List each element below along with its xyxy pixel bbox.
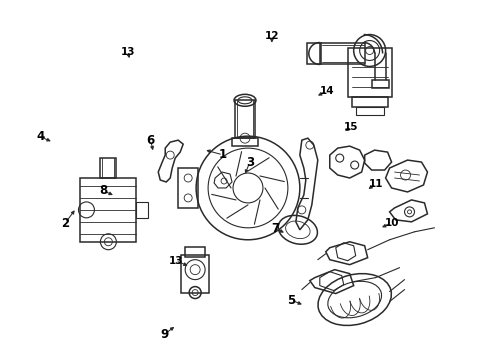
Bar <box>178 168 198 208</box>
Text: 2: 2 <box>61 216 69 230</box>
Bar <box>320 42 365 64</box>
Bar <box>352 97 388 107</box>
Bar <box>348 48 392 97</box>
Bar <box>185 247 205 257</box>
Text: 14: 14 <box>320 86 334 96</box>
Bar <box>356 107 384 115</box>
Text: 13: 13 <box>169 256 183 266</box>
Text: 13: 13 <box>121 46 135 57</box>
Text: 7: 7 <box>271 222 279 235</box>
Text: 3: 3 <box>246 156 254 168</box>
Text: 4: 4 <box>37 130 45 144</box>
Bar <box>232 138 258 146</box>
Text: 12: 12 <box>265 31 279 41</box>
Text: 6: 6 <box>147 134 155 147</box>
Text: 1: 1 <box>219 148 227 161</box>
Text: 8: 8 <box>99 184 107 197</box>
Text: 9: 9 <box>160 328 169 341</box>
Bar <box>136 202 148 218</box>
Text: 5: 5 <box>287 294 295 307</box>
Text: 11: 11 <box>368 179 383 189</box>
Bar <box>235 100 255 138</box>
Bar <box>80 178 136 242</box>
Bar <box>100 158 116 178</box>
Bar <box>307 42 321 64</box>
Bar <box>371 80 389 88</box>
Text: 15: 15 <box>344 122 359 132</box>
Bar <box>181 255 209 293</box>
Text: 10: 10 <box>384 218 399 228</box>
